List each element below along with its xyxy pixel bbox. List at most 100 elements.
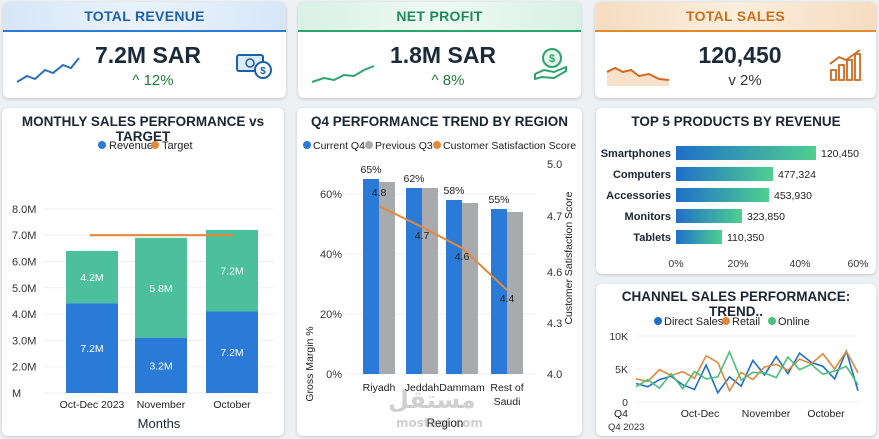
x-tick-label: 40% <box>789 258 810 270</box>
legend-label: Current Q4 <box>313 140 365 152</box>
product-bar <box>676 230 722 244</box>
y-tick-label: Tablets <box>633 232 671 244</box>
kpi-title: TOTAL REVENUE <box>84 8 205 24</box>
product-bar <box>676 146 816 160</box>
chart-title: MONTHLY SALES PERFORMANCE vs TARGET <box>21 114 265 144</box>
score-data-label: 4.8 <box>372 187 387 199</box>
channel-sales-panel: CHANNEL SALES PERFORMANCE: TREND.. Direc… <box>596 284 876 436</box>
chart-title: CHANNEL SALES PERFORMANCE: TREND.. <box>621 289 851 319</box>
legend-label: Target <box>162 140 193 152</box>
bar-data-label: 110,350 <box>727 232 764 244</box>
kpi-header: NET PROFIT <box>298 2 581 32</box>
y-tick-label: M <box>12 388 21 400</box>
legend-label: Revenue <box>109 140 153 152</box>
kpi-change: ^ 8% <box>431 72 465 89</box>
legend-label: Retail <box>732 316 760 328</box>
y-tick-label: 5K <box>615 364 628 376</box>
x-tick-sublabel: Q4 2023 <box>608 422 644 433</box>
bar-segment-upper <box>135 237 187 338</box>
product-bar <box>676 209 742 223</box>
bar-data-label: 477,324 <box>778 169 816 181</box>
kpi-change: v 2% <box>728 72 762 89</box>
y-tick-label: 5.0M <box>12 283 36 295</box>
score-data-label: 4.7 <box>415 230 430 242</box>
top-products-chart: Smartphones 120,450 Computers 477,324 Access… <box>601 146 869 270</box>
region-trend-chart: Current Q4 Previous Q3 Customer Satisfacti… <box>303 140 576 430</box>
y-tick-label: 20% <box>320 309 342 321</box>
bar-current-q4 <box>446 200 462 374</box>
bar-previous-q3 <box>507 212 523 374</box>
kpi-title: TOTAL SALES <box>686 8 785 24</box>
bar-data-label: 4.2M <box>80 272 103 284</box>
svg-text:$: $ <box>549 53 555 65</box>
y-tick-label: 6.0M <box>12 257 36 269</box>
chart-title: Q4 PERFORMANCE TREND BY REGION <box>310 114 569 129</box>
bar-segment-upper <box>66 250 118 304</box>
bar-segment-revenue <box>206 311 258 393</box>
x-tick-label: 20% <box>727 258 748 270</box>
score-data-label: 4.6 <box>455 251 470 263</box>
x-tick-label: October <box>213 399 251 411</box>
sales-sparkline <box>606 66 670 86</box>
score-data-label: 4.4 <box>500 293 515 305</box>
legend-marker <box>768 317 776 325</box>
bar-previous-q3 <box>379 182 395 374</box>
x-tick-label: Saudi <box>494 396 521 408</box>
monthly-sales-panel: MONTHLY SALES PERFORMANCE vs TARGET Reve… <box>2 108 284 436</box>
x-tick-label: 0% <box>668 258 683 270</box>
growth-chart-icon <box>829 49 861 81</box>
x-axis-title: Months <box>138 416 181 431</box>
monthly-sales-chart: Revenue Target M 2.0M 3.0M 4.0M 5.0M 6.0M 7.0M 8.… <box>12 140 274 431</box>
legend-label: Previous Q3 <box>375 140 433 152</box>
money-icon: $ <box>236 54 272 79</box>
y2-axis-title: Customer Satisfaction Score <box>563 191 575 324</box>
watermark-url: mostaql.com <box>396 416 483 430</box>
top-products-panel: TOP 5 PRODUCTS BY REVENUE Smartphones 120… <box>596 108 876 274</box>
legend-marker <box>303 141 311 149</box>
bar-current-q4 <box>491 209 507 374</box>
profit-sparkline <box>311 65 375 83</box>
product-bar <box>676 188 769 202</box>
x-tick-label: Q4 <box>614 408 628 420</box>
arrow-up-icon: ^ <box>132 72 140 89</box>
svg-text:$: $ <box>260 66 266 77</box>
legend-marker <box>654 317 662 325</box>
kpi-card-revenue: TOTAL REVENUE 7.2M SAR ^ 12% $ <box>3 2 286 98</box>
kpi-header: TOTAL REVENUE <box>3 2 286 32</box>
x-tick-label: Oct-Dec <box>681 408 720 420</box>
bar-segment-upper <box>206 229 258 312</box>
kpi-card-profit: NET PROFIT 1.8M SAR ^ 8% $ <box>298 2 581 98</box>
y-tick-label: 3.0M <box>12 335 36 347</box>
score-line <box>378 205 508 291</box>
bar-previous-q3 <box>422 188 438 374</box>
hand-money-icon: $ <box>534 48 567 80</box>
series-line <box>635 349 859 393</box>
series-line <box>635 348 859 395</box>
y-tick-label: Accessories <box>606 190 671 202</box>
bar-data-label: 5.8M <box>149 283 172 295</box>
kpi-header: TOTAL SALES <box>595 2 876 32</box>
legend-marker <box>722 317 730 325</box>
y-tick-label: 0 <box>622 397 628 409</box>
arrow-down-icon: v <box>728 72 736 89</box>
x-tick-label: November <box>137 399 186 411</box>
channel-sales-chart: Direct Sales Retail Online 0 5K 10K Q4 Oct-Dec N… <box>608 316 859 433</box>
kpi-title: NET PROFIT <box>396 8 483 24</box>
x-tick-label: Oct-Dec 2023 <box>60 399 125 411</box>
y-tick-label: Smartphones <box>601 148 671 160</box>
watermark-logo: مستقل <box>388 386 476 414</box>
x-tick-label: October <box>807 408 845 420</box>
product-bar <box>676 167 773 181</box>
y2-tick-label: 4.7 <box>547 211 562 223</box>
bar-data-label: 7.2M <box>220 347 243 359</box>
bar-current-q4 <box>363 179 379 374</box>
x-axis-title: Region <box>427 418 463 430</box>
x-tick-label: Jeddah <box>405 382 440 394</box>
bar-segment-revenue <box>66 303 118 393</box>
legend-label: Customer Satisfaction Score <box>443 140 576 152</box>
y-tick-label: 7.0M <box>12 230 36 242</box>
bar-data-label: 3.2M <box>149 360 172 372</box>
kpi-value: 120,450 <box>698 42 782 68</box>
x-tick-label: Riyadh <box>363 382 396 394</box>
chart-title: TOP 5 PRODUCTS BY REVENUE <box>631 114 841 129</box>
